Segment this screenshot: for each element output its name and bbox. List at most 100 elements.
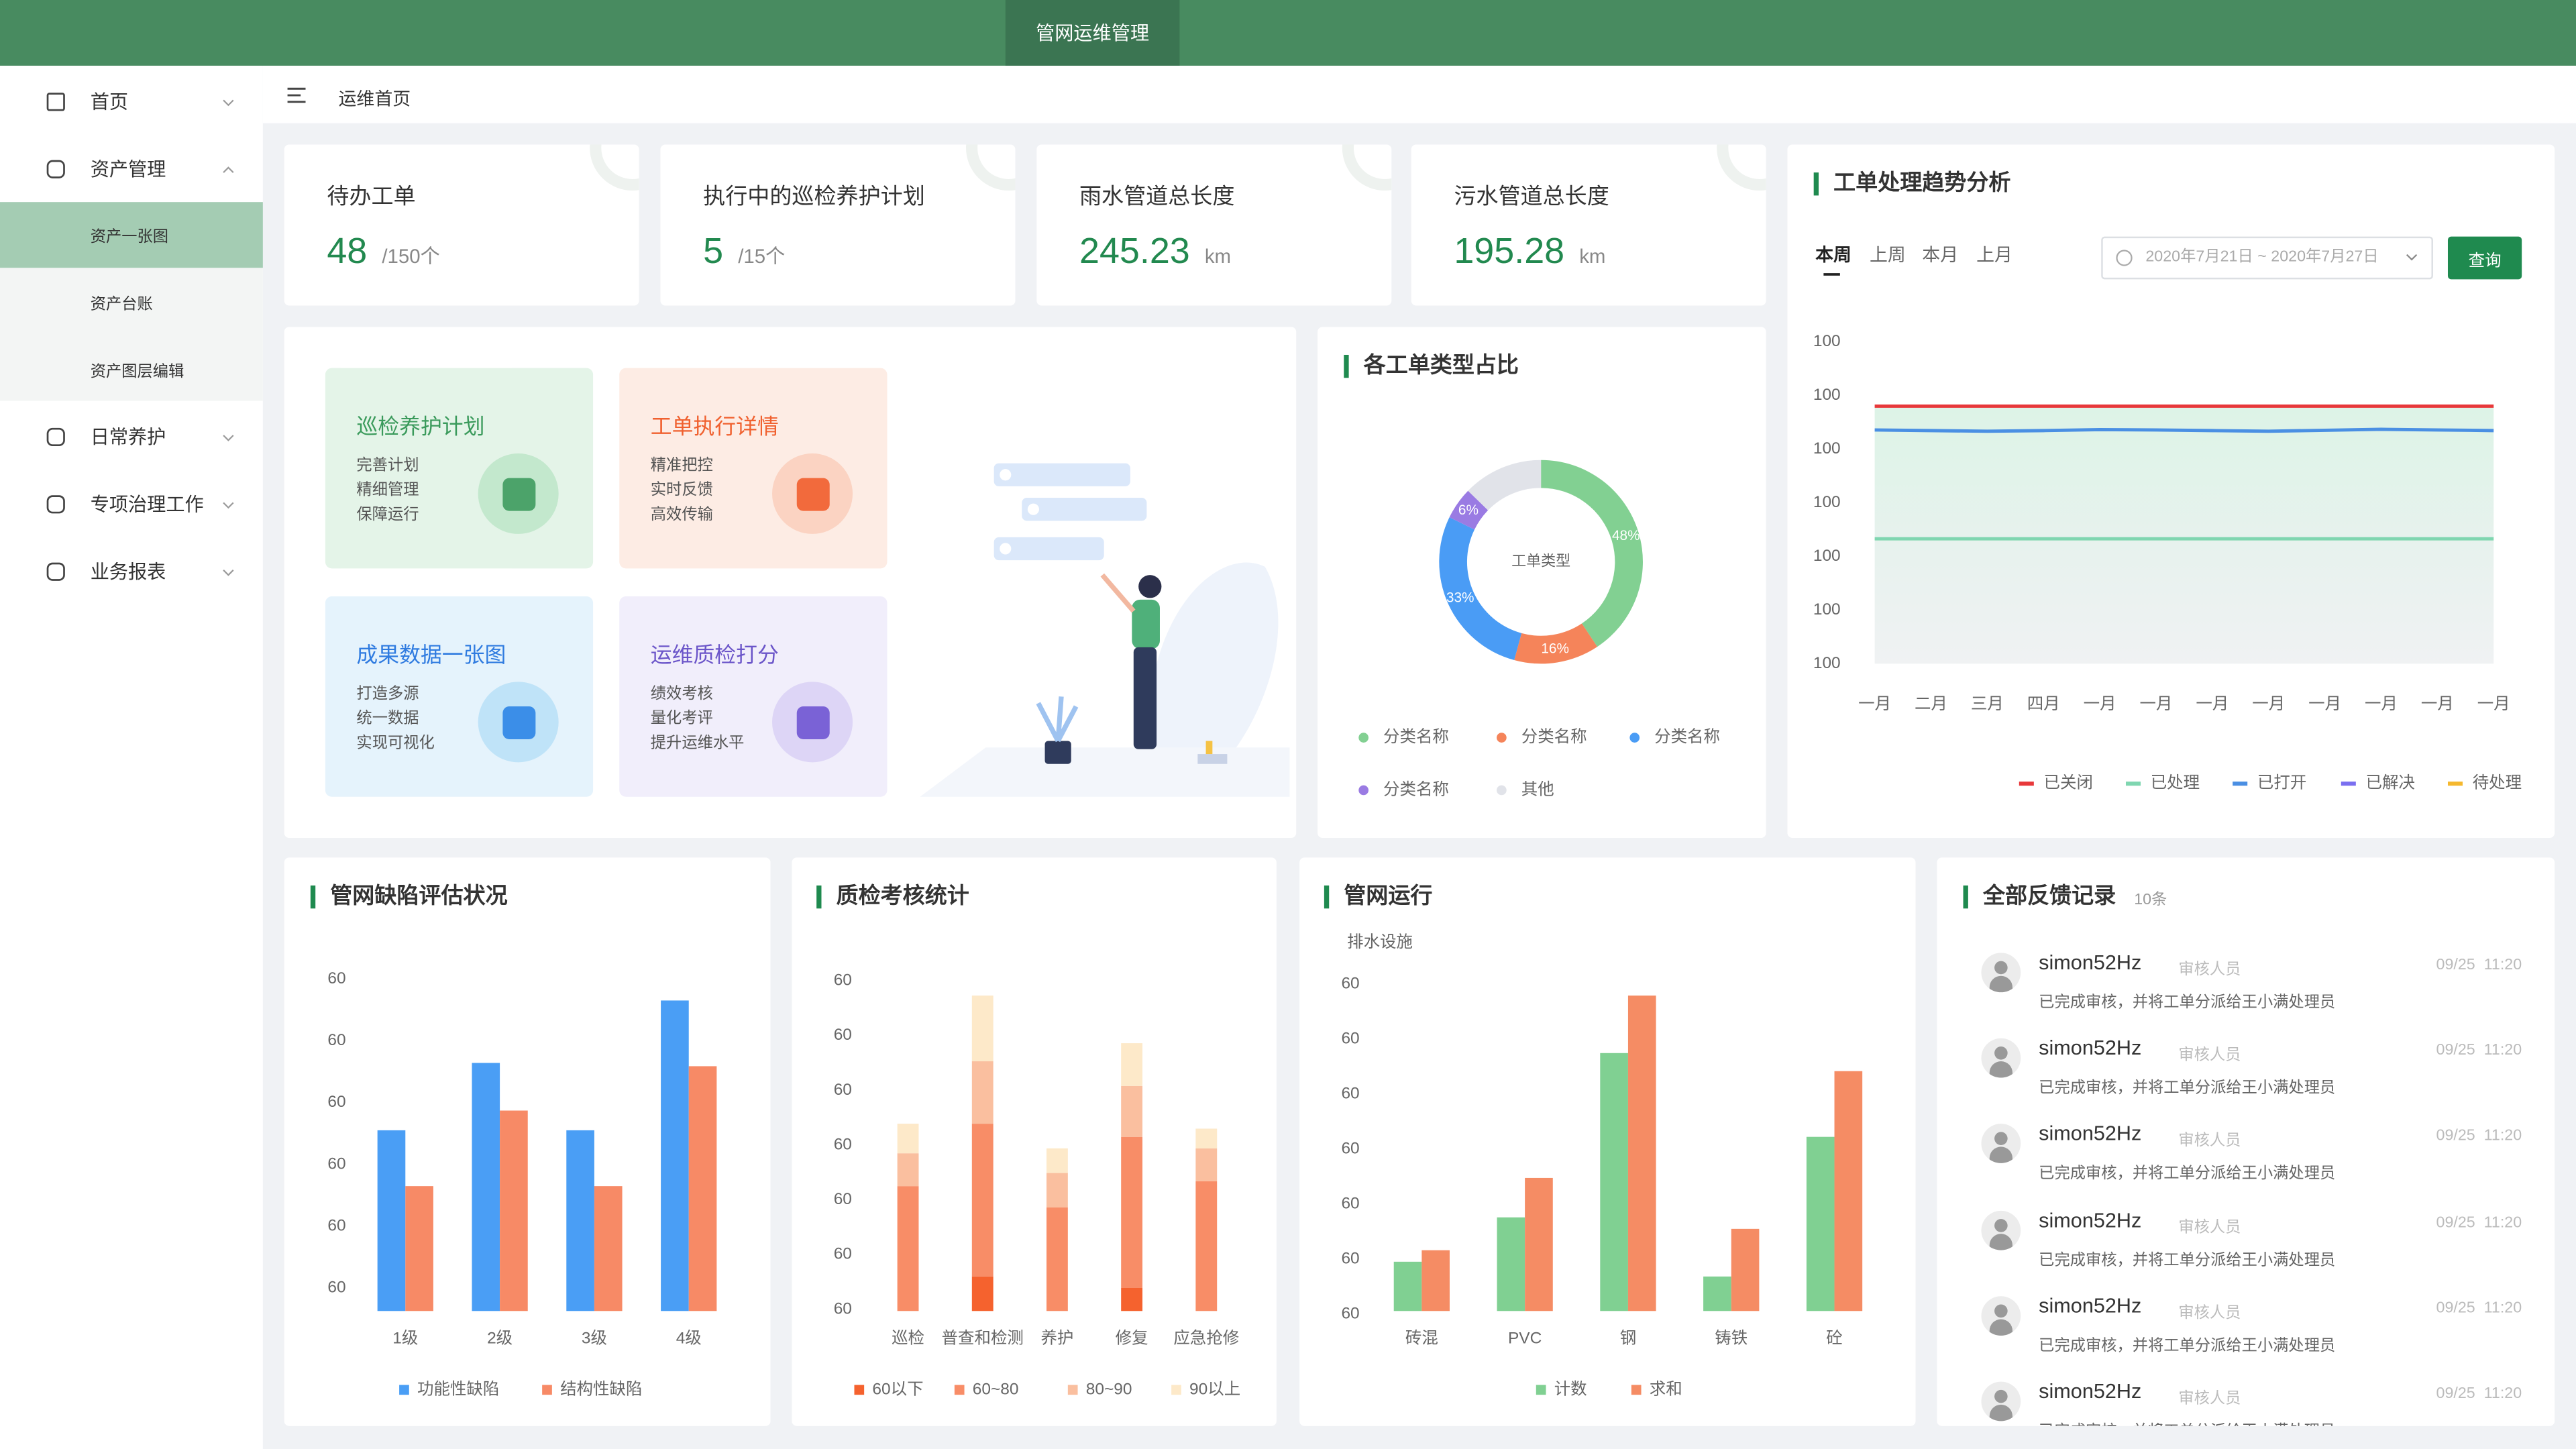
record-name: simon52Hz [2039, 1380, 2142, 1403]
avatar [1981, 1295, 2021, 1336]
avatar [1981, 1381, 2021, 1421]
stat-row: 195.28 km [1454, 230, 1605, 273]
breadcrumb[interactable]: 运维首页 [338, 90, 411, 111]
stat-title: 执行中的巡检养护计划 [703, 184, 925, 209]
stat-row: 245.23 km [1079, 230, 1231, 273]
shortcut-glyph [796, 477, 829, 511]
stat-unit: /150个 [382, 244, 440, 268]
shortcut-line: 完善计划 [356, 456, 419, 475]
avatar-head [1994, 1303, 2008, 1318]
quality-card [792, 857, 1277, 1426]
record-time: 09/25 11:20 [2436, 1385, 2522, 1403]
record-name: simon52Hz [2039, 1294, 2142, 1318]
avatar [1981, 1124, 2021, 1164]
menu-item[interactable]: 专项治理工作 [90, 496, 204, 516]
record-role: 审核人员 [2178, 1218, 2241, 1237]
date-range[interactable]: 2020年7月21日 ~ 2020年7月27日 [2101, 236, 2433, 280]
avatar-head [1994, 1218, 2008, 1232]
shortcut-title: 工单执行详情 [650, 414, 779, 439]
shortcut-line: 精细管理 [356, 481, 419, 500]
submenu-item[interactable]: 资产一张图 [90, 228, 169, 247]
stat-card: 待办工单 48/150个 [284, 144, 639, 306]
record-time: 09/25 11:20 [2436, 956, 2522, 975]
stat-row: 48/150个 [327, 230, 440, 273]
menu-item[interactable]: 资产管理 [90, 160, 166, 181]
submenu-item[interactable]: 资产图层编辑 [90, 363, 184, 382]
avatar-body [1989, 1404, 2012, 1421]
shortcut-glyph [502, 477, 535, 511]
stat-title: 待办工单 [327, 184, 416, 209]
shortcut-line: 保障运行 [356, 506, 419, 525]
shortcut-glyph [502, 705, 535, 739]
menu-item[interactable]: 首页 [90, 93, 129, 113]
stat-value: 245.23 [1079, 229, 1190, 272]
avatar-head [1994, 1389, 2008, 1403]
stat-card: 雨水管道总长度 245.23 km [1036, 144, 1392, 306]
donut-card [1318, 327, 1766, 838]
avatar-body [1989, 1319, 2012, 1336]
avatar-head [1994, 1046, 2008, 1061]
avatar-head [1994, 1132, 2008, 1146]
shortcut-icon [772, 453, 853, 534]
avatar-body [1989, 975, 2012, 993]
shortcut-title: 成果数据一张图 [356, 642, 506, 667]
avatar [1981, 1038, 2021, 1078]
shortcut-icon [478, 453, 559, 534]
shortcut-tile[interactable]: 巡检养护计划完善计划精细管理保障运行 [325, 368, 594, 569]
shortcut-line: 高效传输 [650, 506, 713, 525]
record-name: simon52Hz [2039, 1036, 2142, 1061]
record-message: 已完成审核，并将工单分派给王小满处理员 [2039, 1417, 2335, 1426]
shortcut-icon [478, 682, 559, 763]
stat-deco [1342, 144, 1392, 191]
record-role: 审核人员 [2178, 1389, 2241, 1408]
record-name: simon52Hz [2039, 951, 2142, 975]
stat-title: 污水管道总长度 [1454, 184, 1609, 209]
shortcut-glyph [796, 705, 829, 739]
top-tab[interactable]: 管网运维管理 [1005, 0, 1180, 66]
stat-deco [590, 144, 639, 191]
defect-card [284, 857, 771, 1426]
top-bar [0, 0, 2576, 66]
record-role: 审核人员 [2178, 1132, 2241, 1151]
shortcut-tile[interactable]: 工单执行详情 精准把控 实时反馈 高效传输 [619, 368, 888, 569]
record-time: 09/25 11:20 [2436, 1213, 2522, 1232]
shortcut-icon [772, 682, 853, 763]
stat-row: 5/15个 [703, 230, 785, 273]
menu-selected-bg [0, 202, 263, 268]
record-time: 09/25 11:20 [2436, 1127, 2522, 1146]
record-role: 审核人员 [2178, 1046, 2241, 1065]
query-button[interactable]: 查询 [2447, 236, 2522, 280]
menu-item[interactable]: 业务报表 [90, 563, 166, 584]
shortcut-title: 运维质检打分 [650, 642, 779, 667]
stat-title: 雨水管道总长度 [1079, 184, 1235, 209]
shortcut-line: 量化考评 [650, 709, 713, 728]
shortcut-line: 实时反馈 [650, 481, 713, 500]
stat-value: 48 [327, 229, 368, 272]
avatar-head [1994, 961, 2008, 975]
record-message: 已完成审核，并将工单分派给王小满处理员 [2039, 1079, 2336, 1098]
record-message: 已完成审核，并将工单分派给王小满处理员 [2039, 1251, 2336, 1270]
record-time: 09/25 11:20 [2436, 1299, 2522, 1318]
shortcut-tile[interactable]: 成果数据一张图 打造多源 统一数据 实现可视化 [325, 596, 594, 797]
record-name: simon52Hz [2039, 1122, 2142, 1146]
avatar [1981, 1210, 2021, 1250]
avatar-body [1989, 1233, 2012, 1250]
shortcut-tile[interactable]: 运维质检打分 绩效考核 量化考评 提升运维水平 [619, 596, 888, 797]
menu-item[interactable]: 日常养护 [90, 429, 166, 449]
stat-value: 195.28 [1454, 229, 1565, 272]
stat-card: 执行中的巡检养护计划 5/15个 [660, 144, 1016, 306]
record-name: simon52Hz [2039, 1208, 2142, 1232]
breadcrumb-bar [262, 65, 2576, 123]
shortcut-line: 绩效考核 [650, 685, 713, 704]
pipeline-card [1299, 857, 1916, 1426]
stat-card: 污水管道总长度 195.28 km [1411, 144, 1766, 306]
record-role: 审核人员 [2178, 961, 2241, 979]
record-role: 审核人员 [2178, 1303, 2241, 1322]
shortcut-line: 打造多源 [356, 685, 419, 704]
shortcut-title: 巡检养护计划 [356, 414, 485, 439]
stat-deco [965, 144, 1016, 191]
submenu-item[interactable]: 资产台账 [90, 295, 153, 314]
record-message: 已完成审核，并将工单分派给王小满处理员 [2039, 994, 2336, 1012]
shortcut-line: 统一数据 [356, 709, 419, 728]
